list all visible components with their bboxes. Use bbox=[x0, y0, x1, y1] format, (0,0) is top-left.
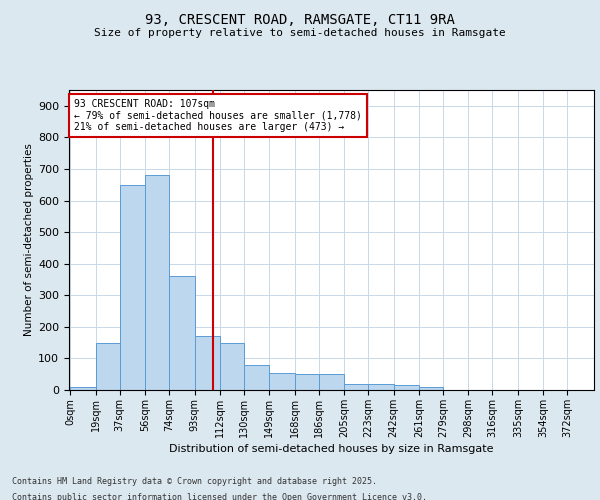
Bar bbox=[394, 386, 419, 390]
Bar bbox=[70, 387, 96, 390]
Bar bbox=[269, 372, 295, 390]
Bar bbox=[319, 374, 344, 390]
Bar bbox=[419, 387, 443, 390]
Text: 93 CRESCENT ROAD: 107sqm
← 79% of semi-detached houses are smaller (1,778)
21% o: 93 CRESCENT ROAD: 107sqm ← 79% of semi-d… bbox=[74, 99, 362, 132]
Bar bbox=[295, 374, 319, 390]
Bar bbox=[169, 276, 194, 390]
Bar bbox=[344, 384, 368, 390]
Text: 93, CRESCENT ROAD, RAMSGATE, CT11 9RA: 93, CRESCENT ROAD, RAMSGATE, CT11 9RA bbox=[145, 12, 455, 26]
Bar bbox=[96, 342, 120, 390]
Bar bbox=[220, 342, 244, 390]
Text: Contains HM Land Registry data © Crown copyright and database right 2025.: Contains HM Land Registry data © Crown c… bbox=[12, 478, 377, 486]
Text: Size of property relative to semi-detached houses in Ramsgate: Size of property relative to semi-detach… bbox=[94, 28, 506, 38]
Text: Contains public sector information licensed under the Open Government Licence v3: Contains public sector information licen… bbox=[12, 492, 427, 500]
Bar bbox=[145, 176, 169, 390]
Bar bbox=[368, 384, 394, 390]
Bar bbox=[120, 184, 145, 390]
Bar bbox=[194, 336, 220, 390]
Bar bbox=[244, 364, 269, 390]
Y-axis label: Number of semi-detached properties: Number of semi-detached properties bbox=[24, 144, 34, 336]
X-axis label: Distribution of semi-detached houses by size in Ramsgate: Distribution of semi-detached houses by … bbox=[169, 444, 494, 454]
